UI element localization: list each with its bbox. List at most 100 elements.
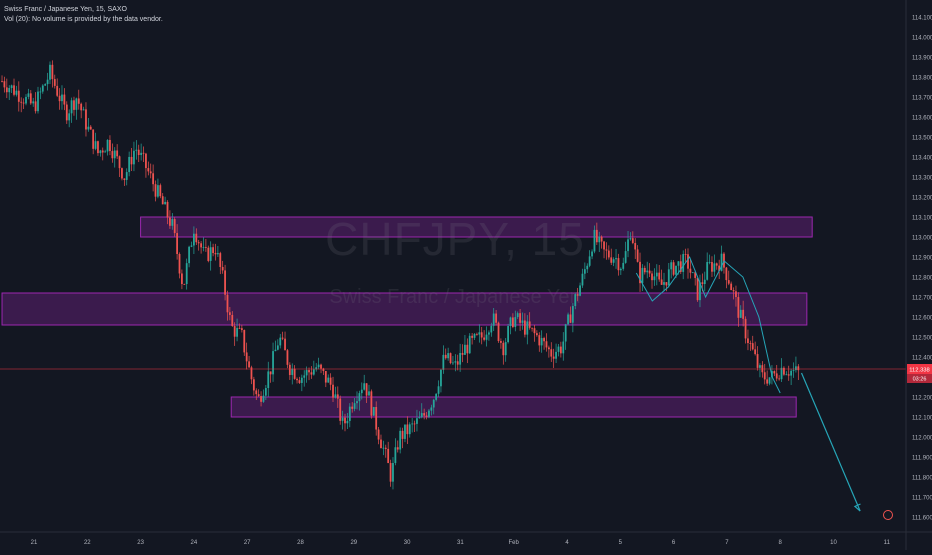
countdown-badge <box>907 374 932 383</box>
candle-body <box>766 379 769 384</box>
candle-body <box>284 338 286 351</box>
candle-body <box>157 185 159 197</box>
candle-body <box>631 238 634 244</box>
watermark-name: Swiss Franc / Japanese Yen <box>329 286 581 308</box>
candle-body <box>368 391 370 396</box>
candle-body <box>3 81 6 88</box>
candle-body <box>85 109 87 130</box>
candle-body <box>252 379 255 391</box>
time-tick-label: 21 <box>31 540 38 546</box>
candle-body <box>665 282 668 286</box>
price-tick-label: 113.300 <box>912 176 932 182</box>
candle-body <box>629 238 632 240</box>
price-tick-label: 113.600 <box>912 116 932 122</box>
candle-body <box>224 270 226 295</box>
candle-body <box>471 335 474 338</box>
candle-body <box>610 257 613 263</box>
candle-body <box>742 309 745 319</box>
time-tick-label: 23 <box>137 540 144 546</box>
candle-body <box>159 185 162 197</box>
time-tick-label: 6 <box>672 540 676 546</box>
candle-body <box>58 95 61 102</box>
candle-body <box>329 377 332 385</box>
candle-body <box>344 417 346 424</box>
legend-symbol[interactable]: Swiss Franc / Japanese Yen, 15, SAXO <box>4 6 127 13</box>
candle-body <box>466 344 469 354</box>
candle-body <box>228 312 231 315</box>
candle-body <box>663 282 665 285</box>
candle-body <box>360 389 363 394</box>
candle-body <box>89 126 92 130</box>
candle-body <box>418 417 421 419</box>
candle-body <box>797 366 800 371</box>
candle-body <box>334 394 337 398</box>
candle-body <box>720 253 723 271</box>
candle-body <box>607 250 610 258</box>
candle-body <box>384 447 387 449</box>
candle-body <box>231 314 234 327</box>
candle-body <box>747 338 749 344</box>
candle-body <box>615 258 617 260</box>
candle-body <box>166 201 169 218</box>
candle-body <box>576 294 579 296</box>
candle-body <box>145 153 147 169</box>
candle-body <box>512 317 514 328</box>
candle-body <box>612 259 615 263</box>
candle-body <box>404 424 406 439</box>
candle-body <box>104 151 107 153</box>
candle-body <box>216 253 219 255</box>
candle-body <box>449 353 452 364</box>
brand-mark-icon <box>883 510 893 520</box>
candle-body <box>739 309 742 318</box>
candle-body <box>399 430 402 450</box>
candle-body <box>164 201 167 205</box>
candle-body <box>677 261 680 266</box>
candle-body <box>272 351 274 375</box>
candle-body <box>478 332 481 335</box>
candle-body <box>715 263 718 266</box>
candle-body <box>480 332 483 338</box>
candle-body <box>255 390 258 395</box>
candle-body <box>68 113 71 121</box>
candle-body <box>269 371 272 375</box>
candle-body <box>281 337 284 339</box>
candle-body <box>763 372 766 380</box>
candle-body <box>562 341 565 354</box>
candle-body <box>248 361 250 368</box>
candle-body <box>452 362 454 364</box>
price-tick-label: 113.400 <box>912 156 932 162</box>
candle-body <box>279 337 282 346</box>
candle-body <box>154 184 157 197</box>
candle-body <box>545 341 548 348</box>
candle-body <box>296 378 298 381</box>
candle-body <box>655 272 658 277</box>
candle-body <box>176 233 179 254</box>
candle-body <box>564 324 567 342</box>
candle-body <box>428 410 430 417</box>
candle-body <box>504 342 507 356</box>
candle-body <box>667 269 670 286</box>
candle-body <box>116 150 119 157</box>
countdown-label: 03:26 <box>913 377 927 383</box>
price-tick-label: 114.100 <box>912 16 932 22</box>
candle-body <box>214 253 217 255</box>
candle-body <box>322 368 325 372</box>
candle-body <box>473 333 476 338</box>
candle-body <box>670 262 673 270</box>
candle-body <box>706 262 709 280</box>
overlay-layer <box>0 255 906 512</box>
candle-body <box>245 352 248 362</box>
candle-body <box>401 430 404 439</box>
candle-body <box>207 247 210 261</box>
candle-body <box>413 423 416 425</box>
candle-body <box>459 352 462 365</box>
candle-body <box>579 285 581 296</box>
candle-body <box>552 356 555 359</box>
candle-body <box>293 368 296 379</box>
candle-body <box>754 349 757 355</box>
legend-volume[interactable]: Vol (20): No volume is provided by the d… <box>4 16 163 23</box>
candle-body <box>118 156 121 169</box>
